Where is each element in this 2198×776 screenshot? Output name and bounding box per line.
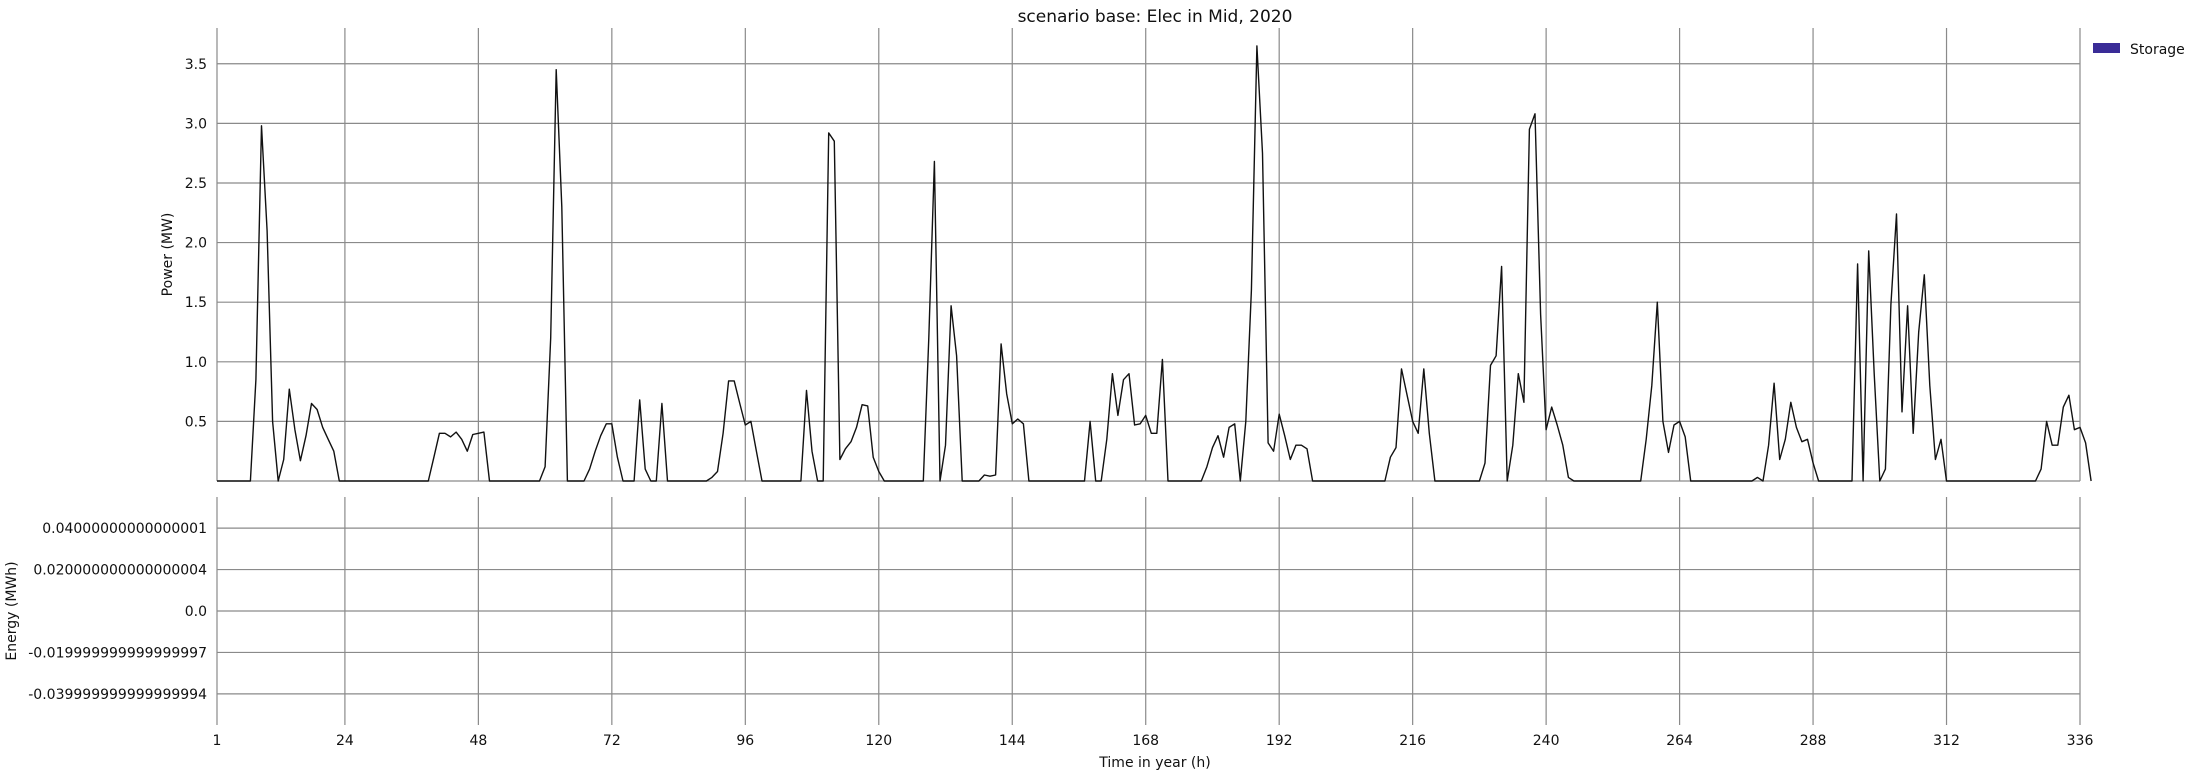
y-tick-label: -0.019999999999999997 bbox=[28, 645, 207, 661]
x-tick-label: 144 bbox=[999, 733, 1026, 749]
x-tick-label: 96 bbox=[736, 733, 754, 749]
x-tick-label: 192 bbox=[1266, 733, 1293, 749]
x-tick-label: 1 bbox=[213, 733, 222, 749]
energy-y-ticks: 0.04000000000000001 0.020000000000000004 0… bbox=[28, 521, 207, 703]
chart-title: scenario base: Elec in Mid, 2020 bbox=[1018, 7, 1293, 27]
power-series bbox=[217, 45, 2092, 482]
x-tick-label: 72 bbox=[603, 733, 621, 749]
x-tick-label: 48 bbox=[469, 733, 487, 749]
y-tick-label: 2.0 bbox=[185, 236, 207, 252]
power-y-ticks: 0.5 1.0 1.5 2.0 2.5 3.0 3.5 bbox=[185, 57, 207, 431]
power-y-axis-label: Power (MW) bbox=[160, 213, 176, 297]
energy-panel: 0.04000000000000001 0.020000000000000004 0… bbox=[4, 497, 2081, 725]
y-tick-label: 3.5 bbox=[185, 57, 207, 73]
energy-y-axis-label: Energy (MWh) bbox=[4, 561, 20, 660]
x-tick-label: 288 bbox=[1800, 733, 1827, 749]
x-tick-label: 264 bbox=[1666, 733, 1693, 749]
x-tick-label: 240 bbox=[1533, 733, 1560, 749]
y-tick-label: 1.0 bbox=[185, 355, 207, 371]
legend: Storage bbox=[2093, 42, 2185, 58]
x-tick-label: 216 bbox=[1399, 733, 1426, 749]
power-gridlines bbox=[216, 28, 2081, 482]
y-tick-label: 0.04000000000000001 bbox=[42, 521, 207, 537]
x-tick-label: 120 bbox=[865, 733, 892, 749]
x-axis-ticks: 1 24 48 72 96 120 144 168 192 216 240 264 288 312 336 bbox=[213, 733, 2094, 749]
legend-label-storage: Storage bbox=[2130, 42, 2185, 58]
x-tick-label: 312 bbox=[1933, 733, 1960, 749]
x-tick-label: 24 bbox=[336, 733, 354, 749]
energy-gridlines bbox=[216, 497, 2081, 725]
y-tick-label: 1.5 bbox=[185, 295, 207, 311]
x-tick-label: 336 bbox=[2067, 733, 2094, 749]
y-tick-label: -0.039999999999999994 bbox=[28, 687, 207, 703]
y-tick-label: 0.0 bbox=[185, 604, 207, 620]
y-tick-label: 3.0 bbox=[185, 116, 207, 132]
power-panel: 0.5 1.0 1.5 2.0 2.5 3.0 3.5 Power (MW) bbox=[160, 28, 2092, 482]
power-series-line bbox=[217, 45, 2092, 482]
x-axis-label: Time in year (h) bbox=[1098, 755, 1210, 771]
y-tick-label: 0.020000000000000004 bbox=[33, 563, 207, 579]
legend-swatch-storage bbox=[2093, 43, 2120, 53]
x-tick-label: 168 bbox=[1132, 733, 1159, 749]
y-tick-label: 2.5 bbox=[185, 176, 207, 192]
y-tick-label: 0.5 bbox=[185, 414, 207, 430]
